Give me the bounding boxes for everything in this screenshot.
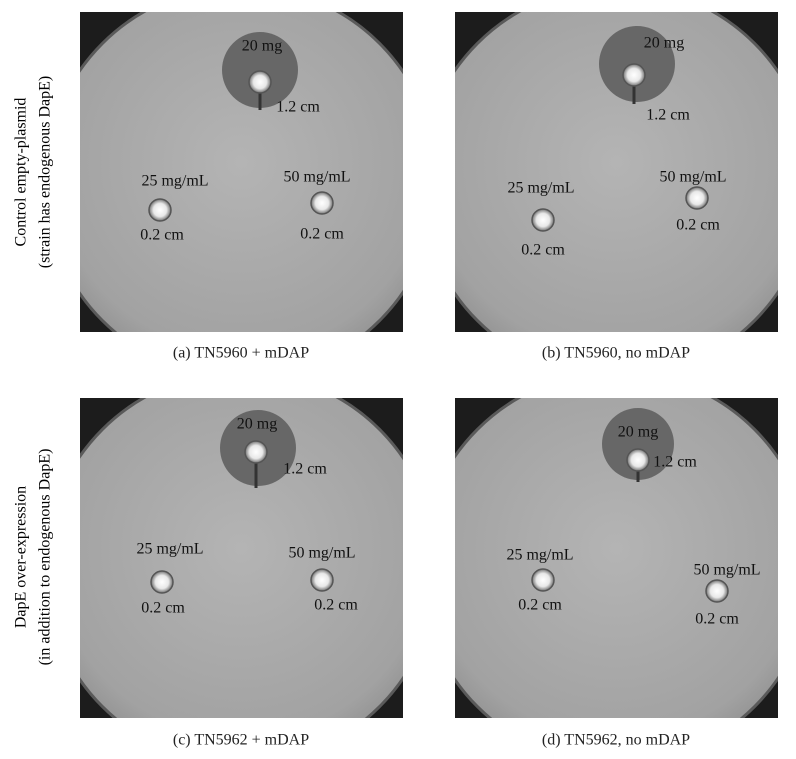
annotation: 25 mg/mL — [141, 173, 208, 190]
well — [705, 579, 729, 603]
plate-photo — [80, 398, 403, 718]
annotation: 1.2 cm — [653, 454, 697, 471]
annotation: 50 mg/mL — [288, 545, 355, 562]
annotation: 50 mg/mL — [659, 169, 726, 186]
annotation: 25 mg/mL — [506, 547, 573, 564]
well — [310, 568, 334, 592]
annotation: 20 mg — [644, 35, 684, 52]
well — [626, 448, 650, 472]
annotation: 0.2 cm — [518, 597, 562, 614]
annotation: 25 mg/mL — [507, 180, 574, 197]
annotation: 20 mg — [237, 416, 277, 433]
panel-caption: (b) TN5960, no mDAP — [542, 345, 690, 362]
plate — [80, 398, 403, 718]
well — [531, 208, 555, 232]
well — [150, 570, 174, 594]
row-label: Control empty-plasmid — [13, 98, 30, 247]
panel: 20 mg 1.2 cm 25 mg/mL 0.2 cm 50 mg/mL 0.2 cm — [80, 12, 403, 332]
well — [685, 186, 709, 210]
plate-photo — [80, 12, 403, 332]
annotation: 0.2 cm — [521, 242, 565, 259]
inhibition-zone — [602, 408, 674, 480]
panel: 20 mg 1.2 cm 25 mg/mL 0.2 cm 50 mg/mL 0.2 cm — [80, 398, 403, 718]
well — [244, 440, 268, 464]
annotation: 20 mg — [242, 38, 282, 55]
row-label: (strain has endogenous DapE) — [37, 76, 54, 268]
annotation: 1.2 cm — [646, 107, 690, 124]
annotation: 1.2 cm — [283, 461, 327, 478]
well — [148, 198, 172, 222]
plate-photo — [455, 398, 778, 718]
panel: 20 mg 1.2 cm 25 mg/mL 0.2 cm 50 mg/mL 0.2 cm — [455, 398, 778, 718]
inhibition-zone — [222, 32, 298, 108]
annotation: 0.2 cm — [695, 611, 739, 628]
panel: 20 mg 1.2 cm 25 mg/mL 0.2 cm 50 mg/mL 0.2 cm — [455, 12, 778, 332]
panel-caption: (c) TN5962 + mDAP — [173, 732, 309, 749]
annotation: 0.2 cm — [140, 227, 184, 244]
annotation: 50 mg/mL — [693, 562, 760, 579]
annotation: 20 mg — [618, 424, 658, 441]
annotation: 1.2 cm — [276, 99, 320, 116]
annotation: 0.2 cm — [676, 217, 720, 234]
well — [248, 70, 272, 94]
annotation: 0.2 cm — [141, 600, 185, 617]
well — [310, 191, 334, 215]
plate-photo — [455, 12, 778, 332]
row-label: (in addition to endogenous DapE) — [37, 449, 54, 666]
panel-caption: (a) TN5960 + mDAP — [173, 345, 309, 362]
row-label: DapE over-expression — [13, 486, 30, 628]
plate — [80, 12, 403, 332]
plate — [455, 12, 778, 332]
well — [531, 568, 555, 592]
annotation: 25 mg/mL — [136, 541, 203, 558]
annotation: 0.2 cm — [314, 597, 358, 614]
well — [622, 63, 646, 87]
plate — [455, 398, 778, 718]
annotation: 50 mg/mL — [283, 169, 350, 186]
annotation: 0.2 cm — [300, 226, 344, 243]
panel-caption: (d) TN5962, no mDAP — [542, 732, 690, 749]
